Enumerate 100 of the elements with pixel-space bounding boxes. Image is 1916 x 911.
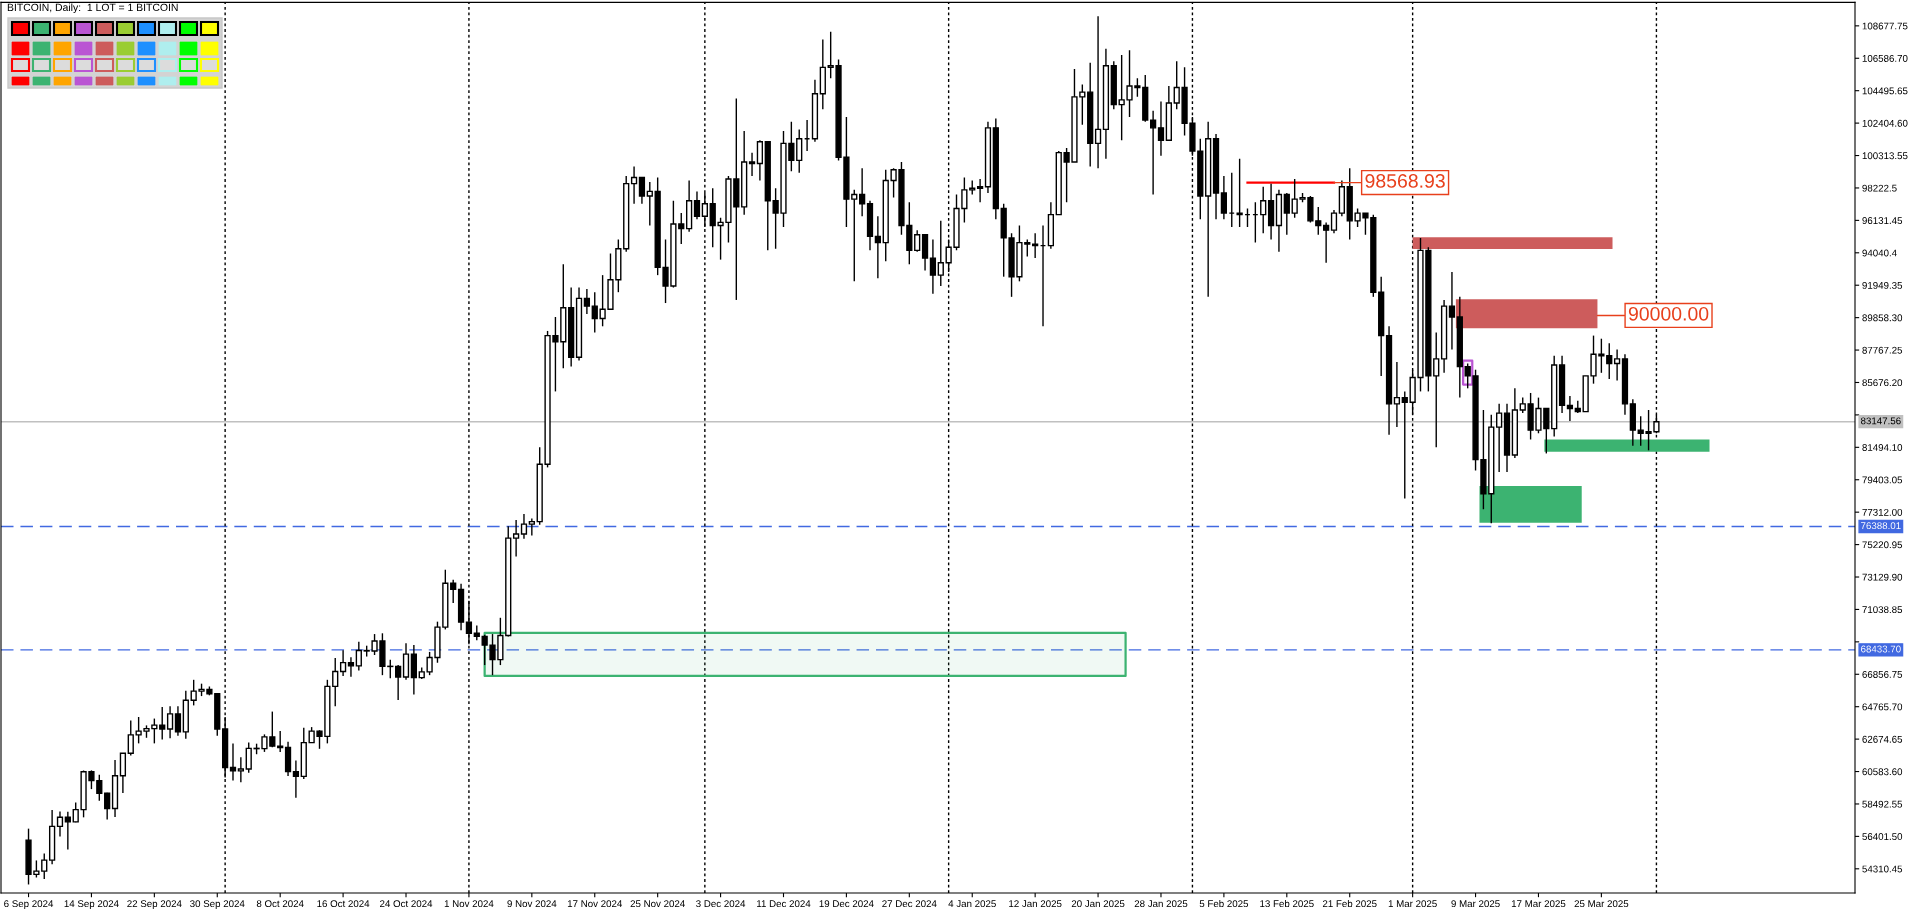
candlestick	[976, 178, 984, 203]
y-tick-label: 81494.10	[1862, 444, 1903, 451]
candlestick	[332, 657, 339, 707]
ref-line-label: 76388.01	[1861, 522, 1901, 530]
candlestick	[64, 811, 71, 851]
y-tick-label: 71038.85	[1862, 606, 1903, 614]
y-tick-label: 73129.90	[1862, 573, 1903, 581]
x-tick-label: 20 Jan 2025	[1071, 900, 1125, 908]
x-tick-label: 24 Oct 2024	[380, 900, 433, 908]
candlestick	[1220, 175, 1228, 221]
x-tick-label: 12 Jan 2025	[1009, 900, 1062, 908]
candlestick	[347, 656, 355, 678]
x-tick-label: 5 Feb 2025	[1199, 899, 1249, 908]
x-tick-label: 22 Sep 2024	[127, 900, 182, 910]
candlestick	[465, 600, 473, 645]
candlestick	[583, 288, 591, 315]
x-tick-label: 4 Jan 2025	[948, 900, 996, 908]
y-tick-label: 94040.4	[1862, 249, 1897, 257]
annotation: 98568.93	[1365, 174, 1445, 188]
candlestick	[1433, 331, 1440, 448]
candlestick	[512, 519, 520, 558]
x-tick-label: 25 Mar 2025	[1574, 900, 1629, 908]
candlestick	[1393, 361, 1401, 428]
x-tick-label: 1 Mar 2025	[1388, 900, 1437, 908]
candlestick	[756, 139, 764, 182]
candlestick	[174, 705, 182, 737]
x-tick-label: 25 Nov 2024	[630, 900, 685, 908]
y-tick-label: 54310.45	[1862, 865, 1903, 873]
candlestick	[277, 730, 284, 753]
candlestick	[1149, 110, 1157, 196]
y-tick-label: 79403.05	[1862, 476, 1903, 484]
candlestick	[1094, 15, 1102, 169]
x-tick-label: 27 Dec 2024	[882, 900, 937, 908]
candlestick	[528, 517, 535, 537]
annotation: 90000.00	[1628, 306, 1709, 321]
candlestick	[796, 128, 803, 174]
candlestick	[1236, 158, 1243, 228]
x-tick-label: 9 Mar 2025	[1451, 900, 1500, 908]
y-tick-label: 108677.75	[1862, 22, 1908, 30]
y-tick-label: 104495.65	[1862, 87, 1908, 95]
candlestick	[159, 706, 166, 741]
candlestick	[1283, 192, 1290, 236]
y-tick-label: 62674.65	[1862, 735, 1903, 743]
candlestick	[520, 513, 528, 540]
candlestick	[937, 220, 944, 287]
x-tick-label: 6 Sep 2024	[4, 900, 54, 910]
y-tick-label: 98222.5	[1862, 184, 1897, 192]
candlestick	[1448, 271, 1456, 351]
y-tick-label: 66856.75	[1862, 671, 1903, 678]
candlestick	[693, 190, 701, 221]
candlestick	[450, 579, 457, 604]
candlestick	[638, 176, 646, 205]
candlestick	[1157, 100, 1165, 157]
y-tick-label: 96131.45	[1862, 217, 1903, 224]
x-tick-label: 17 Nov 2024	[567, 900, 623, 908]
y-tick-label: 85676.20	[1862, 379, 1903, 387]
y-tick-label: 64765.70	[1862, 703, 1903, 711]
x-tick-label: 17 Mar 2025	[1511, 900, 1566, 908]
y-tick-label: 75220.95	[1862, 541, 1903, 549]
candlestick	[237, 756, 244, 783]
x-tick-label: 9 Nov 2024	[507, 900, 557, 908]
candlestick	[410, 644, 418, 696]
candlestick	[914, 229, 921, 253]
candlestick	[859, 167, 866, 217]
candlestick	[229, 742, 237, 782]
candlestick	[339, 649, 347, 677]
candlestick	[119, 752, 127, 794]
x-tick-label: 11 Dec 2024	[757, 900, 811, 908]
candlestick	[1322, 221, 1330, 264]
candlestick	[1566, 395, 1574, 422]
chart-title: BITCOIN, Daily: 1 LOT = 1 BITCOIN	[7, 3, 178, 14]
x-tick-label: 14 Sep 2024	[64, 900, 119, 910]
y-tick-label: 91949.35	[1862, 281, 1903, 289]
y-tick-label: 56401.50	[1862, 833, 1903, 840]
x-tick-label: 21 Feb 2025	[1322, 899, 1377, 908]
candlestick	[1496, 403, 1503, 473]
ref-line-label: 83147.56	[1860, 417, 1901, 425]
x-tick-label: 3 Dec 2024	[696, 900, 746, 908]
x-tick-label: 1 Nov 2024	[444, 900, 494, 908]
y-tick-label: 87767.25	[1862, 346, 1903, 354]
ref-line-label: 68433.70	[1861, 645, 1901, 653]
y-tick-label: 89858.30	[1862, 314, 1903, 322]
candlestick	[56, 810, 64, 838]
x-tick-label: 16 Oct 2024	[317, 900, 370, 908]
candlestick	[1330, 209, 1338, 234]
candlestick	[355, 641, 362, 672]
candlestick	[748, 151, 756, 177]
candlestick	[1032, 232, 1039, 259]
candlestick	[1260, 186, 1267, 234]
y-tick-label: 106586.70	[1862, 55, 1908, 62]
candlestick	[921, 234, 929, 272]
candlestick	[395, 664, 402, 701]
candlestick	[402, 642, 410, 681]
candlestick	[1401, 390, 1408, 500]
candlestick	[630, 165, 638, 205]
x-tick-label: 28 Jan 2025	[1134, 900, 1188, 908]
candlestick	[166, 705, 174, 739]
x-tick-label: 19 Dec 2024	[819, 900, 874, 908]
candlestick	[1613, 348, 1621, 382]
y-tick-label: 100313.55	[1862, 152, 1908, 160]
